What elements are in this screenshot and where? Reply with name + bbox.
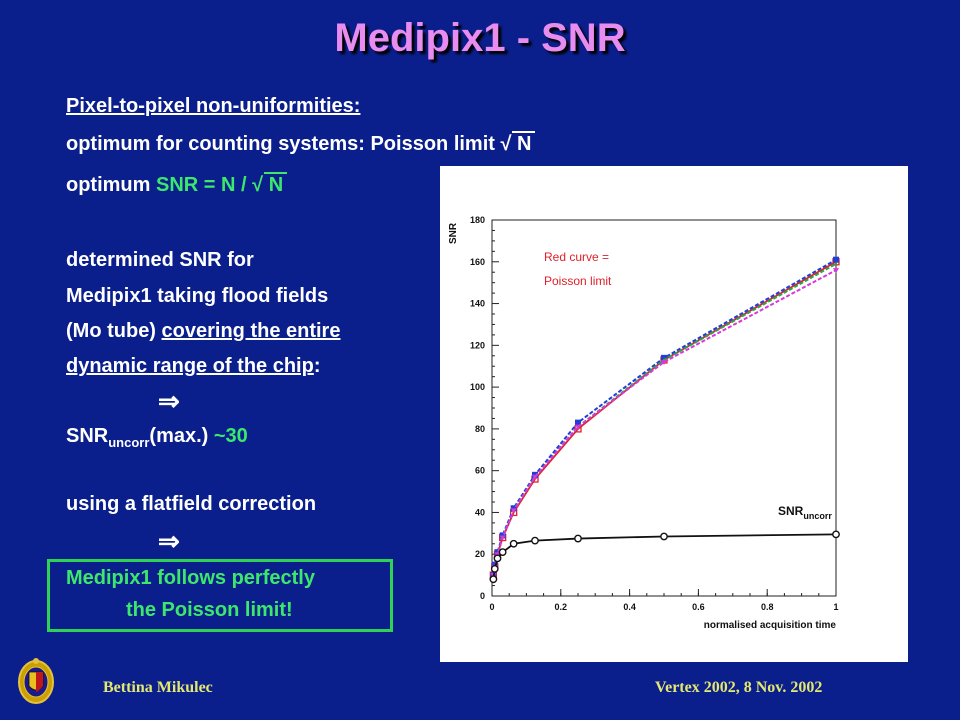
x-tick-label-0.4: 0.4 <box>623 602 636 612</box>
y-tick-label-160: 160 <box>470 257 485 267</box>
x-tick-label-0: 0 <box>489 602 494 612</box>
series-1-point-8 <box>833 256 839 263</box>
series-1-point-3 <box>499 532 506 539</box>
max-label: (max.) <box>149 425 214 447</box>
x-axis-label: normalised acquisition time <box>704 620 837 631</box>
x-tick-label-0.6: 0.6 <box>692 602 705 612</box>
x-tick-label-0.8: 0.8 <box>761 602 774 612</box>
y-tick-label-0: 0 <box>480 591 485 601</box>
series-4-point-2 <box>493 554 502 563</box>
text-line-poisson-limit: optimum for counting systems: Poisson li… <box>66 131 536 156</box>
snr-formula-text: SNR = N / <box>156 174 253 196</box>
series-3-point-3 <box>499 535 506 541</box>
implies-arrow-1: ⇒ <box>158 386 180 416</box>
series-2-point-8 <box>834 262 838 266</box>
x-tick-label-1: 1 <box>833 602 838 612</box>
series-1-point-4 <box>510 505 517 512</box>
snr-plot: 0 20 40 60 80 100 120 140 160 180 0 0.2 0.4 0.6 0.8 1 no… <box>448 215 840 631</box>
colon-text: : <box>313 355 321 377</box>
snr-label: SNR <box>66 425 109 447</box>
series-3-point-4 <box>510 508 517 514</box>
series-4-point-6 <box>574 534 582 543</box>
series-2-line <box>492 262 837 576</box>
series-4-point-8 <box>832 530 840 539</box>
poisson-annotation-line-2: Poisson limit <box>544 274 612 288</box>
y-tick-label-180: 180 <box>470 215 485 225</box>
y-axis-label: SNR <box>448 222 459 244</box>
mo-tube-text: (Mo tube) <box>66 320 162 342</box>
poisson-annotation-line-1: Red curve = <box>544 250 609 264</box>
footer-author: Bettina Mikulec <box>103 679 213 696</box>
series-1-point-2 <box>494 549 501 556</box>
footer-conference: Vertex 2002, 8 Nov. 2002 <box>655 679 823 696</box>
text-line-flood-fields: Medipix1 taking flood fields <box>66 285 329 307</box>
series-4-point-4 <box>509 539 518 548</box>
y-tick-label-100: 100 <box>470 382 485 392</box>
snr-formula: SNR = N / √ N <box>156 172 288 197</box>
series-4-point-0 <box>489 575 498 584</box>
y-tick-label-120: 120 <box>470 340 485 350</box>
y-tick-label-80: 80 <box>475 424 485 434</box>
series-3-point-6 <box>575 424 581 430</box>
series-3-line <box>492 269 837 576</box>
series-4-point-3 <box>498 548 507 557</box>
text-line-mo-tube: (Mo tube) covering the entire <box>66 320 340 343</box>
text-line-determined: determined SNR for <box>66 249 254 271</box>
university-seal-icon <box>18 658 54 704</box>
sqrt-overbar <box>512 131 536 133</box>
series-4-point-7 <box>660 532 668 541</box>
conclusion-line-1: Medipix1 follows perfectly <box>66 567 315 589</box>
series-1-point-7 <box>661 354 667 361</box>
text-line-snr-uncorr: SNRuncorr(max.) ~30 <box>66 425 248 450</box>
series-0-line <box>492 260 837 576</box>
series-1-point-5 <box>532 471 538 478</box>
conclusion-box <box>47 559 393 632</box>
y-tick-label-40: 40 <box>475 507 485 517</box>
x-tick-label-0.2: 0.2 <box>555 602 568 612</box>
slide-title: Medipix1 - SNR <box>334 16 626 60</box>
y-tick-label-140: 140 <box>470 299 485 309</box>
series-4-point-5 <box>531 536 539 545</box>
covering-text: covering the entire <box>161 320 341 342</box>
y-tick-label-60: 60 <box>475 466 485 476</box>
text-line-flatfield: using a flatfield correction <box>66 493 317 515</box>
uncorr-subscript: uncorr <box>108 435 150 450</box>
conclusion-line-2: the Poisson limit! <box>126 599 293 621</box>
dynamic-range-text: dynamic range of the chip <box>66 355 314 377</box>
optimum-text: optimum <box>66 174 156 196</box>
series-3-point-7 <box>661 360 667 366</box>
text-line-dynamic-range: dynamic range of the chip: <box>66 355 321 378</box>
text-line-optimum-snr: optimum SNR = N / √ N <box>66 172 288 197</box>
nonuniformities-heading: Pixel-to-pixel non-uniformities: <box>66 95 361 117</box>
text-line-nonuniformities: Pixel-to-pixel non-uniformities: <box>66 95 360 118</box>
max-value: ~30 <box>213 425 248 447</box>
snr-plot-panel: 0 20 40 60 80 100 120 140 160 180 0 0.2 0.4 0.6 0.8 1 no… <box>440 166 908 662</box>
poisson-limit-text: optimum for counting systems: Poisson li… <box>66 133 501 155</box>
series-3-point-8 <box>833 268 839 274</box>
series-4-point-1 <box>490 564 499 573</box>
sqrt-symbol: √ <box>500 133 512 155</box>
y-tick-label-20: 20 <box>475 549 485 559</box>
sqrt-n-2: N <box>268 174 284 196</box>
series-4-line <box>492 533 837 580</box>
series-1-line <box>492 258 837 576</box>
series-3-point-5 <box>532 474 538 480</box>
sqrt-symbol-2: √ <box>252 174 264 196</box>
sqrt-n-expression-2: √ N <box>252 172 288 197</box>
snr-uncorr-annotation-sub: uncorr <box>803 511 832 521</box>
sqrt-n-expression: √ N <box>500 131 536 156</box>
implies-arrow-2: ⇒ <box>158 526 180 556</box>
series-1-point-6 <box>575 419 581 426</box>
series-1-point-1 <box>491 561 498 568</box>
sqrt-n: N <box>517 133 532 155</box>
sqrt-overbar-2 <box>264 172 288 174</box>
snr-uncorr-annotation: SNRuncorr <box>778 504 832 521</box>
